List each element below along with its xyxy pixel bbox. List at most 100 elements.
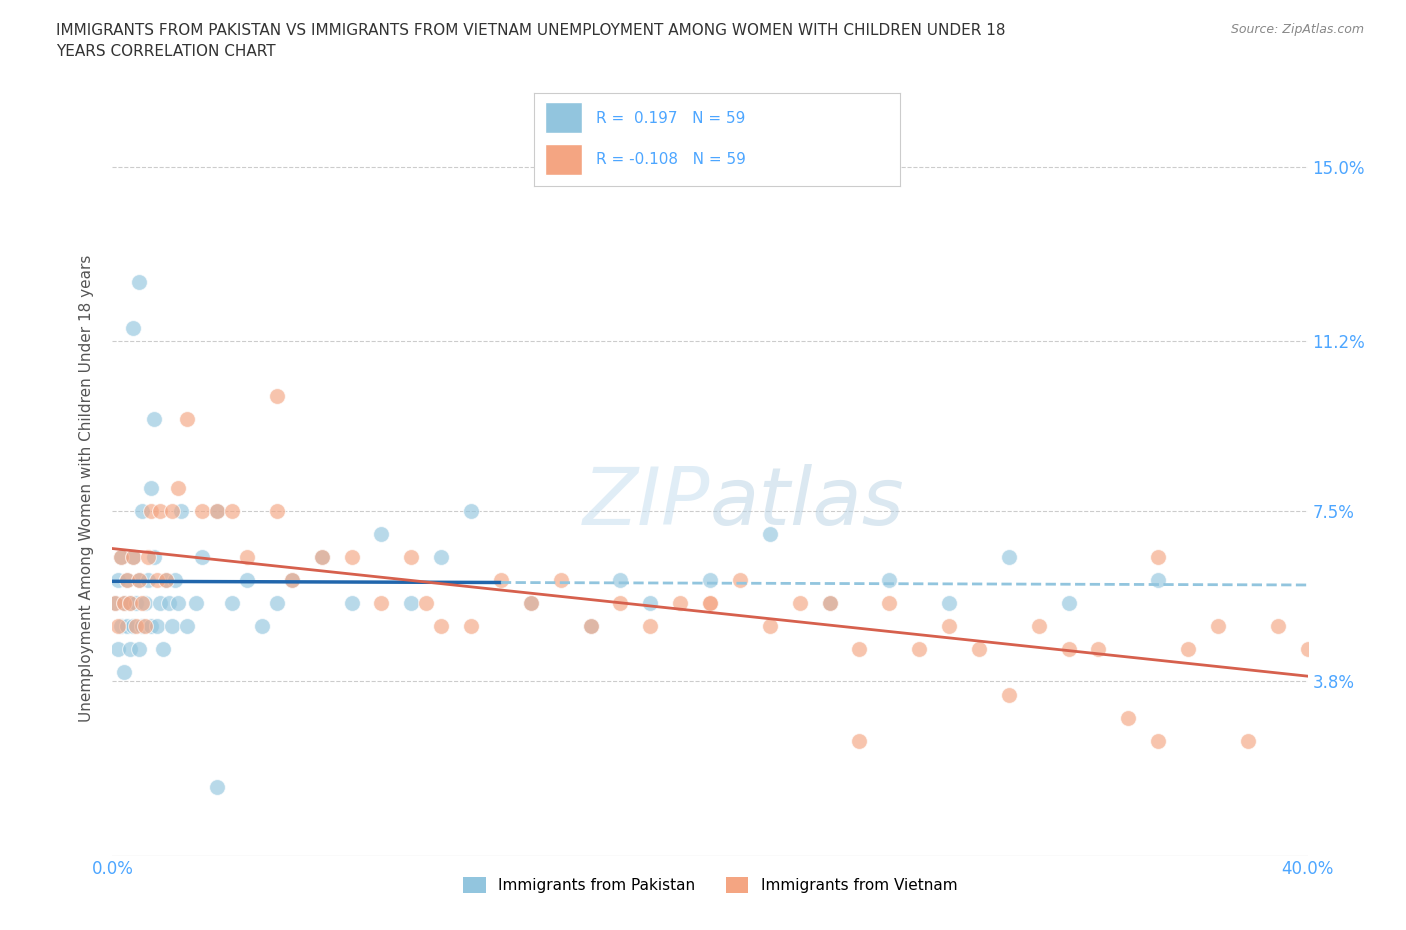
Point (122, 550, 145, 565)
Point (908, 642, 931, 657)
Point (205, 504, 228, 519)
Point (1118, 711, 1140, 725)
Point (114, 595, 135, 610)
Point (250, 618, 273, 633)
Point (146, 573, 169, 588)
Point (162, 504, 183, 519)
Point (1147, 550, 1170, 565)
Point (138, 573, 160, 588)
Point (266, 504, 288, 519)
Point (789, 595, 811, 610)
Point (430, 618, 453, 633)
Point (128, 274, 150, 289)
Point (143, 550, 166, 565)
Y-axis label: Unemployment Among Women with Children Under 18 years: Unemployment Among Women with Children U… (79, 255, 94, 722)
Point (998, 550, 1021, 565)
Point (489, 573, 512, 588)
Text: IMMIGRANTS FROM PAKISTAN VS IMMIGRANTS FROM VIETNAM UNEMPLOYMENT AMONG WOMEN WIT: IMMIGRANTS FROM PAKISTAN VS IMMIGRANTS F… (56, 23, 1005, 60)
Point (141, 481, 163, 496)
Point (430, 550, 453, 565)
Point (938, 618, 960, 633)
Point (125, 618, 148, 633)
Point (114, 664, 135, 679)
Point (848, 642, 870, 657)
Point (266, 389, 288, 404)
Point (205, 504, 228, 519)
Point (609, 573, 631, 588)
Point (1057, 595, 1080, 610)
FancyBboxPatch shape (546, 144, 582, 175)
Point (236, 550, 259, 565)
Point (879, 573, 901, 588)
Point (107, 642, 129, 657)
Point (609, 595, 631, 610)
Point (120, 595, 142, 610)
Point (128, 573, 150, 588)
Legend: Immigrants from Pakistan, Immigrants from Vietnam: Immigrants from Pakistan, Immigrants fro… (457, 871, 963, 899)
Point (104, 595, 127, 610)
Point (699, 595, 721, 610)
Point (1206, 618, 1229, 633)
Point (1028, 618, 1050, 633)
Point (149, 504, 172, 519)
Point (162, 618, 183, 633)
Point (311, 550, 333, 565)
Text: R = -0.108   N = 59: R = -0.108 N = 59 (596, 153, 747, 167)
Text: ZIP: ZIP (582, 464, 710, 542)
Text: Source: ZipAtlas.com: Source: ZipAtlas.com (1230, 23, 1364, 36)
Point (117, 618, 139, 633)
Point (167, 481, 190, 496)
Point (110, 550, 132, 565)
Point (281, 573, 304, 588)
Point (221, 595, 243, 610)
Point (186, 595, 208, 610)
Point (460, 504, 482, 519)
Point (117, 573, 139, 588)
Point (125, 595, 148, 610)
Point (165, 573, 187, 588)
Point (120, 595, 142, 610)
Point (818, 595, 841, 610)
Point (759, 618, 782, 633)
Point (131, 504, 153, 519)
Point (370, 526, 392, 541)
Point (107, 618, 129, 633)
Point (370, 595, 392, 610)
Point (146, 618, 169, 633)
Point (134, 595, 156, 610)
Point (120, 642, 142, 657)
Point (104, 595, 127, 610)
Point (143, 412, 166, 427)
Text: atlas: atlas (710, 464, 905, 542)
Point (149, 595, 172, 610)
Point (1237, 734, 1260, 749)
Point (520, 595, 543, 610)
Point (128, 573, 150, 588)
Point (1057, 642, 1080, 657)
Point (1296, 642, 1319, 657)
Point (110, 550, 132, 565)
Point (157, 595, 180, 610)
Point (848, 734, 870, 749)
Point (340, 550, 363, 565)
Point (176, 618, 198, 633)
Point (107, 573, 129, 588)
Point (579, 618, 602, 633)
Point (759, 526, 782, 541)
Point (138, 550, 160, 565)
Point (122, 320, 145, 335)
Text: R =  0.197   N = 59: R = 0.197 N = 59 (596, 111, 745, 126)
Point (155, 573, 177, 588)
Point (699, 595, 721, 610)
Point (176, 412, 198, 427)
Point (266, 595, 288, 610)
Point (155, 573, 177, 588)
Point (401, 550, 423, 565)
Point (1087, 642, 1109, 657)
Point (728, 573, 751, 588)
Point (669, 595, 692, 610)
Point (122, 618, 145, 633)
Point (818, 595, 841, 610)
Point (141, 618, 163, 633)
Point (967, 642, 990, 657)
